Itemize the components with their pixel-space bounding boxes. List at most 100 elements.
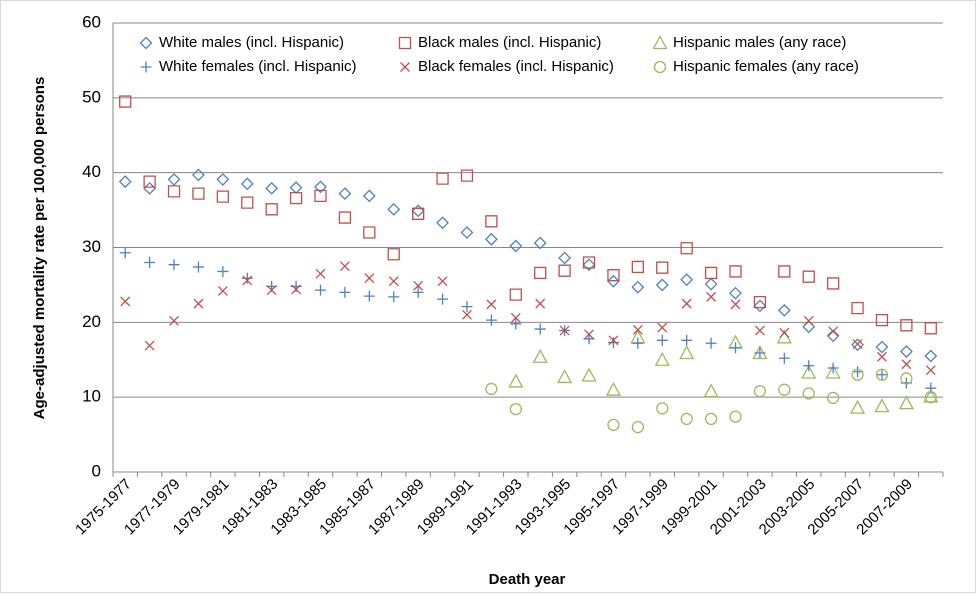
data-point [411, 204, 425, 218]
data-point [852, 339, 863, 349]
data-point [753, 295, 767, 309]
data-point [169, 315, 179, 326]
data-point [827, 362, 839, 374]
data-point [729, 410, 742, 423]
data-point [412, 286, 424, 298]
data-point [265, 181, 279, 195]
data-point [364, 273, 375, 284]
data-point [656, 261, 669, 274]
data-point [608, 335, 619, 346]
data-point [534, 323, 546, 335]
data-point [656, 334, 668, 346]
data-point [289, 191, 303, 205]
data-point [167, 172, 181, 186]
data-point [632, 324, 643, 335]
data-point [581, 367, 597, 382]
data-point [729, 265, 742, 278]
data-point [704, 412, 718, 426]
data-point [631, 280, 645, 294]
data-point [461, 301, 473, 313]
data-point [851, 368, 864, 381]
data-point [632, 337, 644, 349]
data-point [605, 381, 622, 396]
data-point [607, 269, 620, 282]
data-point [631, 260, 645, 274]
data-point [924, 322, 937, 335]
data-point [217, 265, 229, 277]
data-point [510, 312, 521, 323]
data-point [705, 337, 717, 349]
data-point [582, 258, 596, 272]
data-point [411, 207, 425, 220]
data-point [779, 327, 790, 338]
y-tick-label: 60 [82, 12, 101, 31]
data-point [314, 180, 327, 194]
data-point [681, 298, 692, 309]
data-point [192, 261, 204, 273]
data-point [485, 314, 497, 326]
data-point [803, 315, 814, 326]
data-point [778, 352, 790, 364]
data-point [679, 345, 695, 360]
data-point [510, 318, 522, 330]
y-axis-title: Age-adjusted mortality rate per 100,000 … [31, 77, 48, 420]
legend-marker [398, 36, 412, 50]
data-point [168, 259, 180, 271]
data-point [825, 364, 841, 379]
data-point [754, 347, 766, 359]
data-point [387, 248, 400, 261]
data-point [876, 369, 888, 381]
data-point [730, 299, 741, 310]
data-point [436, 216, 449, 230]
y-tick-label: 10 [82, 387, 101, 406]
data-point [460, 226, 474, 239]
data-point [826, 329, 840, 343]
data-point [118, 175, 132, 189]
data-point [849, 399, 866, 414]
data-point [607, 337, 619, 349]
data-point [828, 326, 839, 337]
legend-marker [652, 35, 668, 50]
data-point [875, 368, 889, 381]
data-point [654, 351, 670, 366]
data-point [266, 285, 277, 296]
data-point [363, 226, 376, 239]
data-point [924, 349, 938, 363]
data-point [704, 266, 718, 280]
data-point [388, 276, 399, 287]
data-point [802, 387, 815, 400]
data-point [802, 270, 815, 283]
y-tick-label: 40 [82, 162, 101, 181]
data-point [387, 202, 401, 216]
data-point [315, 268, 326, 279]
data-point [437, 293, 449, 305]
data-point [900, 319, 913, 332]
data-point [680, 242, 693, 255]
data-point [241, 196, 254, 209]
data-point [730, 342, 741, 354]
data-point [729, 286, 742, 300]
data-point [753, 385, 767, 398]
data-point [533, 236, 547, 250]
data-point [338, 211, 352, 224]
data-point [801, 364, 817, 379]
data-point [217, 285, 228, 296]
data-point [338, 187, 352, 201]
data-point [532, 348, 548, 363]
x-axis-title: Death year [489, 571, 566, 588]
data-point [558, 251, 572, 265]
data-point [851, 301, 864, 315]
data-point [241, 272, 253, 284]
legend-marker [400, 62, 410, 72]
data-point [607, 274, 620, 288]
y-tick-label: 30 [82, 237, 101, 256]
data-point [826, 391, 840, 405]
data-point [558, 264, 571, 277]
data-point [681, 334, 693, 346]
data-point [265, 203, 278, 216]
data-point [535, 298, 546, 309]
data-point [534, 266, 547, 280]
data-point [315, 284, 326, 296]
data-point [192, 168, 205, 182]
